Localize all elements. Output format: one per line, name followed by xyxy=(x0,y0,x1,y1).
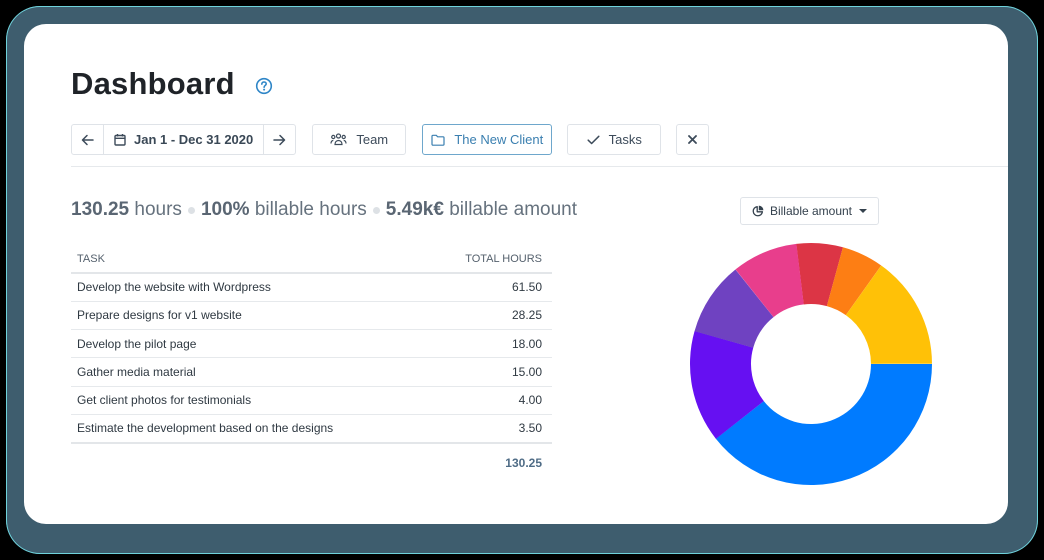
arrow-left-icon xyxy=(81,134,94,145)
table-total-row: 130.25 xyxy=(71,443,552,483)
clear-filters-button[interactable] xyxy=(676,124,710,155)
task-hours: 15.00 xyxy=(428,357,552,387)
table-row[interactable]: Develop the pilot page 18.00 xyxy=(71,329,552,359)
caret-down-icon xyxy=(859,209,868,213)
separator-dot xyxy=(372,206,380,214)
task-hours: 4.00 xyxy=(428,386,552,415)
question-circle-icon[interactable] xyxy=(255,77,273,95)
donut-slice[interactable] xyxy=(826,247,882,316)
tasks-table: TASK TOTAL HOURS Develop the website wit… xyxy=(71,245,552,483)
check-icon xyxy=(587,135,600,144)
dashboard-card: Dashboard Jan 1 - Dec 31 2020 Team xyxy=(24,24,1008,524)
filter-toolbar: Jan 1 - Dec 31 2020 Team The New Client … xyxy=(71,124,710,155)
total-hours-sum: 130.25 xyxy=(505,456,542,471)
task-name: Develop the website with Wordpress xyxy=(71,273,429,302)
separator-dot xyxy=(187,206,195,214)
table-row[interactable]: Prepare designs for v1 website 28.25 xyxy=(71,301,552,331)
billable-amount-value: 5.49k€ xyxy=(385,199,444,220)
team-filter-button[interactable]: Team xyxy=(312,124,407,155)
date-range-label: Jan 1 - Dec 31 2020 xyxy=(134,132,254,147)
task-name: Estimate the development based on the de… xyxy=(71,414,429,444)
previous-period-button[interactable] xyxy=(72,125,103,154)
table-header-row: TASK TOTAL HOURS xyxy=(71,245,552,274)
total-hours-value: 130.25 xyxy=(71,199,130,220)
task-hours: 61.50 xyxy=(428,273,552,302)
tasks-filter-label: Tasks xyxy=(608,132,642,147)
chart-metric-dropdown[interactable]: Billable amount xyxy=(740,197,879,225)
chart-metric-label: Billable amount xyxy=(769,204,853,218)
pie-chart-icon xyxy=(752,205,764,217)
client-filter-button[interactable]: The New Client xyxy=(422,124,553,155)
summary-stats: 130.25 hours 100% billable hours 5.49k€ … xyxy=(71,199,577,221)
date-range-pager: Jan 1 - Dec 31 2020 xyxy=(71,124,297,155)
title-row: Dashboard xyxy=(71,66,273,102)
page-title: Dashboard xyxy=(71,66,235,101)
donut-slice[interactable] xyxy=(694,269,774,348)
team-filter-label: Team xyxy=(356,132,389,147)
billable-amount-label: billable amount xyxy=(449,199,578,220)
table-row[interactable]: Estimate the development based on the de… xyxy=(71,414,552,444)
tasks-filter-button[interactable]: Tasks xyxy=(567,124,662,155)
donut-slice[interactable] xyxy=(845,265,932,364)
task-name: Prepare designs for v1 website xyxy=(71,301,429,331)
folder-icon xyxy=(431,134,445,146)
table-row[interactable]: Get client photos for testimonials 4.00 xyxy=(71,386,552,415)
donut-slice[interactable] xyxy=(715,364,932,485)
next-period-button[interactable] xyxy=(264,125,295,154)
billable-amount-donut-chart[interactable] xyxy=(689,242,933,486)
donut-slice[interactable] xyxy=(796,243,843,307)
column-header-total-hours[interactable]: TOTAL HOURS xyxy=(428,245,552,274)
billable-pct-value: 100% xyxy=(200,199,250,220)
client-filter-label: The New Client xyxy=(454,132,544,147)
task-hours: 18.00 xyxy=(428,329,552,359)
column-header-task[interactable]: TASK xyxy=(71,245,429,274)
task-name: Get client photos for testimonials xyxy=(71,386,429,415)
donut-slice[interactable] xyxy=(735,243,804,318)
table-row[interactable]: Gather media material 15.00 xyxy=(71,357,552,387)
task-hours: 3.50 xyxy=(428,414,552,444)
toolbar-divider xyxy=(71,166,1008,167)
table-row[interactable]: Develop the website with Wordpress 61.50 xyxy=(71,273,552,302)
billable-pct-label: billable hours xyxy=(254,199,367,220)
task-hours: 28.25 xyxy=(428,301,552,331)
arrow-right-icon xyxy=(273,134,286,145)
donut-slice[interactable] xyxy=(690,331,764,439)
total-hours-label: hours xyxy=(134,199,182,220)
users-icon xyxy=(330,133,347,146)
task-name: Gather media material xyxy=(71,357,429,387)
calendar-icon xyxy=(114,134,126,146)
task-name: Develop the pilot page xyxy=(71,329,429,359)
close-icon xyxy=(688,135,698,144)
date-range-picker[interactable]: Jan 1 - Dec 31 2020 xyxy=(103,125,265,154)
